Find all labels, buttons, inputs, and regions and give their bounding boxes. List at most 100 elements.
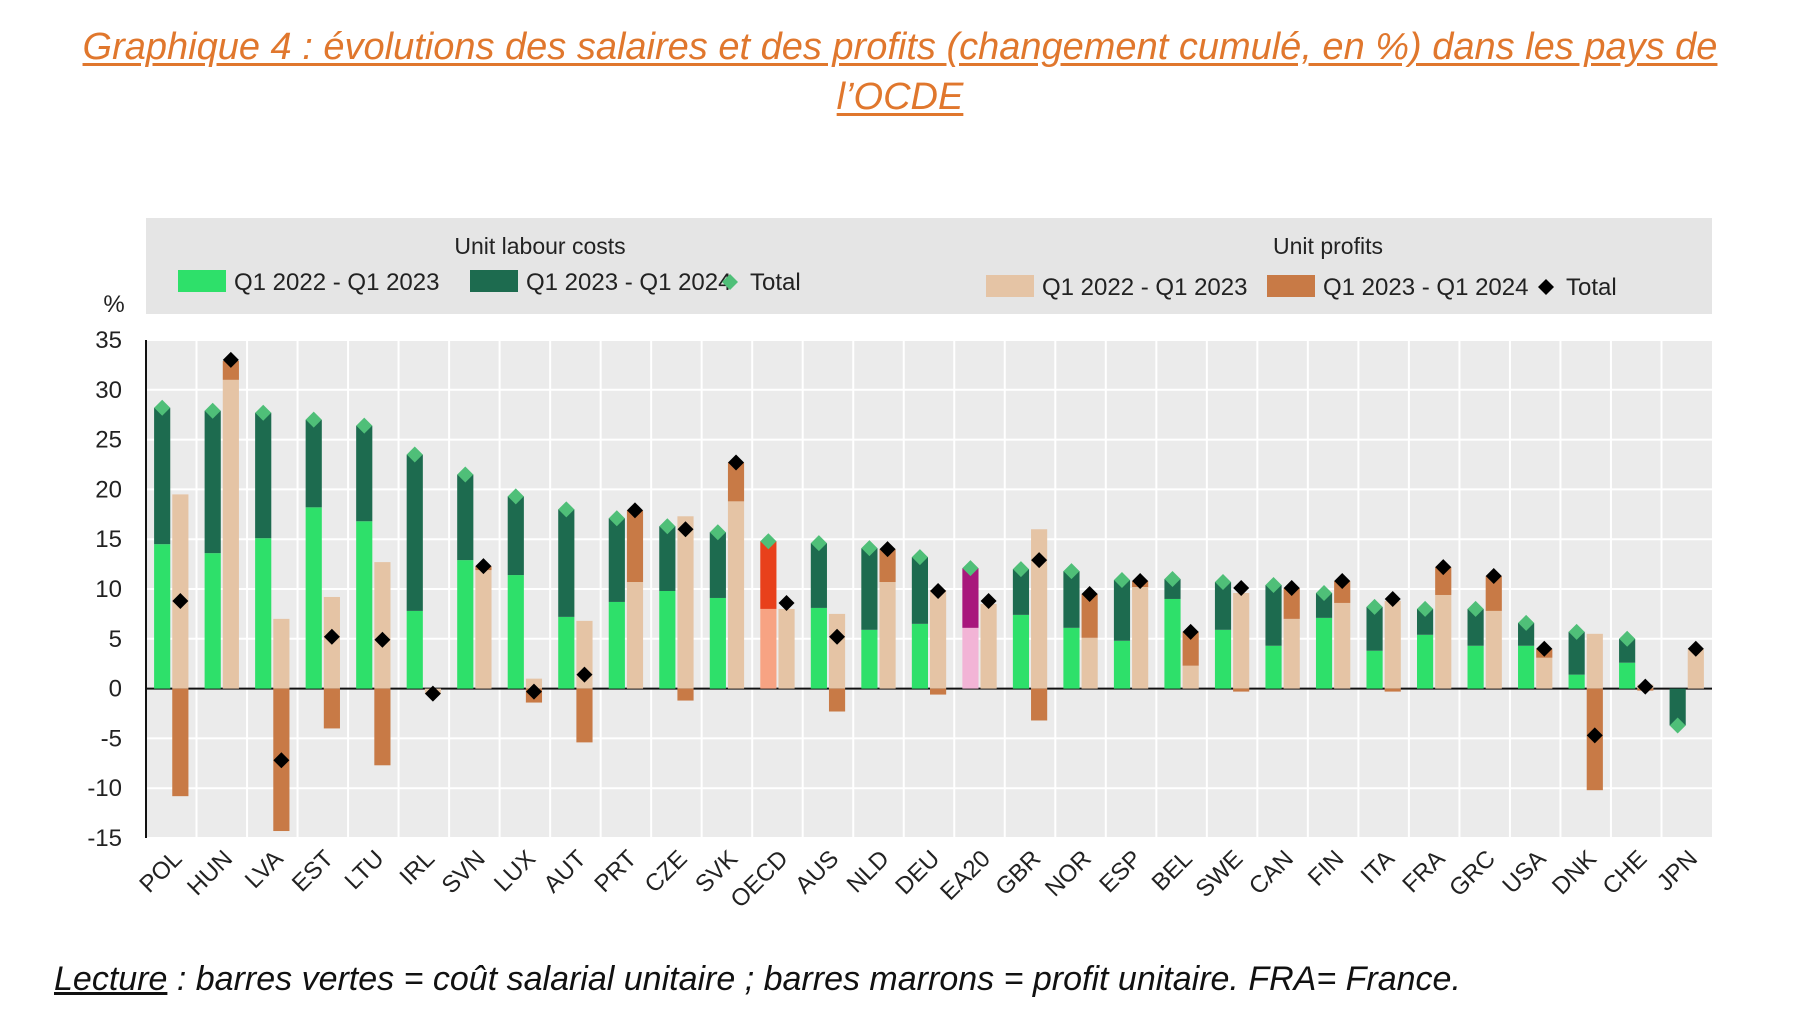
marker-unit-profits-total <box>576 666 593 683</box>
x-tick-label: DNK <box>1547 845 1602 900</box>
bar-unit-labour-costs-q1-2023-2024 <box>1214 582 1232 630</box>
y-axis-unit: % <box>103 291 124 318</box>
marker-unit-labour-costs-total <box>861 540 878 557</box>
marker-unit-profits-total <box>1687 640 1704 657</box>
y-tick-label: 30 <box>95 377 122 404</box>
y-tick-label: 0 <box>109 676 122 703</box>
bar-unit-labour-costs-q1-2023-2024 <box>1265 585 1282 646</box>
bar-unit-labour-costs-q1-2023-2024 <box>154 407 171 545</box>
bar-unit-profits-q1-2022-2023 <box>222 379 239 689</box>
bar-unit-labour-costs-q1-2022-2023 <box>507 575 524 689</box>
bar-unit-profits-q1-2023-2024 <box>677 688 694 701</box>
x-tick-label: ITA <box>1356 845 1400 889</box>
bar-unit-labour-costs-q1-2022-2023 <box>1214 629 1232 689</box>
marker-unit-labour-costs-total <box>1063 563 1080 580</box>
marker-unit-profits-total <box>980 592 997 609</box>
bar-unit-labour-costs-q1-2023-2024 <box>507 496 524 576</box>
marker-unit-profits-total <box>1637 678 1654 695</box>
bar-unit-profits-q1-2022-2023 <box>1384 600 1401 689</box>
marker-unit-profits-total <box>1081 585 1098 602</box>
bar-unit-profits-q1-2023-2024 <box>1283 588 1300 619</box>
x-tick-label: JPN <box>1652 845 1703 896</box>
x-tick-label: OECD <box>726 845 794 913</box>
x-tick-label: AUS <box>790 845 844 899</box>
x-tick-label: BEL <box>1147 845 1198 896</box>
legend-label: Q1 2022 - Q1 2023 <box>234 269 439 296</box>
x-tick-label: GBR <box>990 845 1046 901</box>
bar-unit-profits-q1-2023-2024 <box>828 688 846 712</box>
marker-unit-profits-total <box>424 685 441 702</box>
bar-unit-labour-costs-q1-2022-2023 <box>709 597 726 689</box>
legend-label: Q1 2023 - Q1 2024 <box>1323 274 1528 301</box>
x-tick-label: SVN <box>437 845 491 899</box>
bar-unit-labour-costs-q1-2022-2023 <box>810 607 827 689</box>
bar-unit-labour-costs-q1-2022-2023 <box>1568 674 1585 689</box>
bar-unit-labour-costs-q1-2022-2023 <box>1416 634 1434 689</box>
bar-unit-profits-q1-2022-2023 <box>1536 657 1553 689</box>
bar-unit-labour-costs-q1-2023-2024 <box>1063 571 1080 628</box>
bar-unit-profits-q1-2022-2023 <box>727 501 745 689</box>
marker-unit-profits-total <box>677 521 694 538</box>
y-tick-label: -5 <box>101 725 122 752</box>
marker-unit-profits-total <box>1435 559 1452 576</box>
bar-unit-labour-costs-q1-2022-2023 <box>1063 627 1080 689</box>
marker-unit-profits-total <box>525 683 542 700</box>
legend-swatch <box>986 275 1034 297</box>
bar-unit-profits-q1-2022-2023 <box>1283 618 1300 689</box>
bar-unit-labour-costs-q1-2023-2024 <box>558 509 575 617</box>
marker-unit-labour-costs-total <box>1316 584 1333 601</box>
bar-unit-labour-costs-q1-2022-2023 <box>1113 640 1131 689</box>
bar-unit-profits-q1-2022-2023 <box>475 570 492 689</box>
caption-text: : barres vertes = coût salarial unitaire… <box>167 960 1461 998</box>
bar-unit-profits-q1-2023-2024 <box>1384 688 1401 692</box>
bar-unit-profits-q1-2022-2023 <box>1081 637 1098 689</box>
marker-unit-labour-costs-total <box>1467 600 1484 617</box>
bar-unit-labour-costs-q1-2023-2024 <box>1164 579 1181 599</box>
marker-unit-labour-costs-total <box>911 549 928 566</box>
bar-unit-labour-costs-q1-2022-2023 <box>1012 614 1030 689</box>
marker-unit-profits-total <box>1334 573 1351 590</box>
marker-unit-profits-total <box>323 628 340 645</box>
bar-unit-profits-q1-2023-2024 <box>222 360 239 380</box>
bar-unit-profits-q1-2022-2023 <box>1182 665 1199 689</box>
bar-unit-profits-q1-2022-2023 <box>172 494 189 689</box>
legend-group-title: Unit labour costs <box>454 233 625 259</box>
marker-unit-labour-costs-total <box>659 518 676 535</box>
marker-unit-labour-costs-total <box>608 510 625 527</box>
bar-unit-labour-costs-q1-2023-2024 <box>760 541 777 609</box>
marker-unit-labour-costs-total <box>204 402 221 419</box>
marker-unit-profits-total <box>879 541 896 558</box>
marker-unit-profits-total <box>1132 573 1149 590</box>
bar-unit-labour-costs-q1-2022-2023 <box>1467 645 1484 689</box>
marker-unit-profits-total <box>1586 727 1603 744</box>
bar-unit-labour-costs-q1-2022-2023 <box>154 544 171 689</box>
marker-unit-labour-costs-total <box>558 501 575 518</box>
marker-unit-labour-costs-total <box>1012 561 1029 578</box>
marker-unit-labour-costs-total <box>154 399 171 416</box>
x-tick-label: USA <box>1497 845 1551 899</box>
bar-unit-profits-q1-2023-2024 <box>626 510 644 583</box>
marker-unit-labour-costs-total <box>1366 598 1383 615</box>
bar-unit-labour-costs-q1-2023-2024 <box>709 532 726 598</box>
marker-unit-profits-total <box>374 631 391 648</box>
bar-unit-labour-costs-q1-2022-2023 <box>305 507 322 689</box>
x-tick-label: LTU <box>340 845 390 895</box>
bar-unit-labour-costs-q1-2023-2024 <box>1416 608 1434 635</box>
bar-unit-profits-q1-2023-2024 <box>1031 688 1048 721</box>
bar-unit-profits-q1-2023-2024 <box>1334 581 1351 603</box>
legend-swatch <box>1267 275 1315 297</box>
marker-unit-profits-total <box>626 502 643 519</box>
bar-unit-labour-costs-q1-2022-2023 <box>659 590 676 689</box>
bar-unit-labour-costs-q1-2022-2023 <box>457 560 474 689</box>
x-tick-label: CZE <box>640 845 693 898</box>
bar-unit-profits-q1-2022-2023 <box>828 613 846 689</box>
bar-unit-labour-costs-q1-2022-2023 <box>1518 645 1535 689</box>
marker-unit-labour-costs-total <box>457 466 474 483</box>
bar-unit-labour-costs-q1-2022-2023 <box>1164 598 1181 689</box>
y-tick-label: 25 <box>95 427 122 454</box>
marker-unit-labour-costs-total <box>406 446 423 463</box>
bar-chart: Unit labour costs Q1 2022 - Q1 2023 Q1 202… <box>87 218 1712 913</box>
bar-unit-profits-q1-2022-2023 <box>879 582 896 689</box>
y-tick-label: 20 <box>95 476 122 503</box>
marker-unit-labour-costs-total <box>1215 574 1232 591</box>
